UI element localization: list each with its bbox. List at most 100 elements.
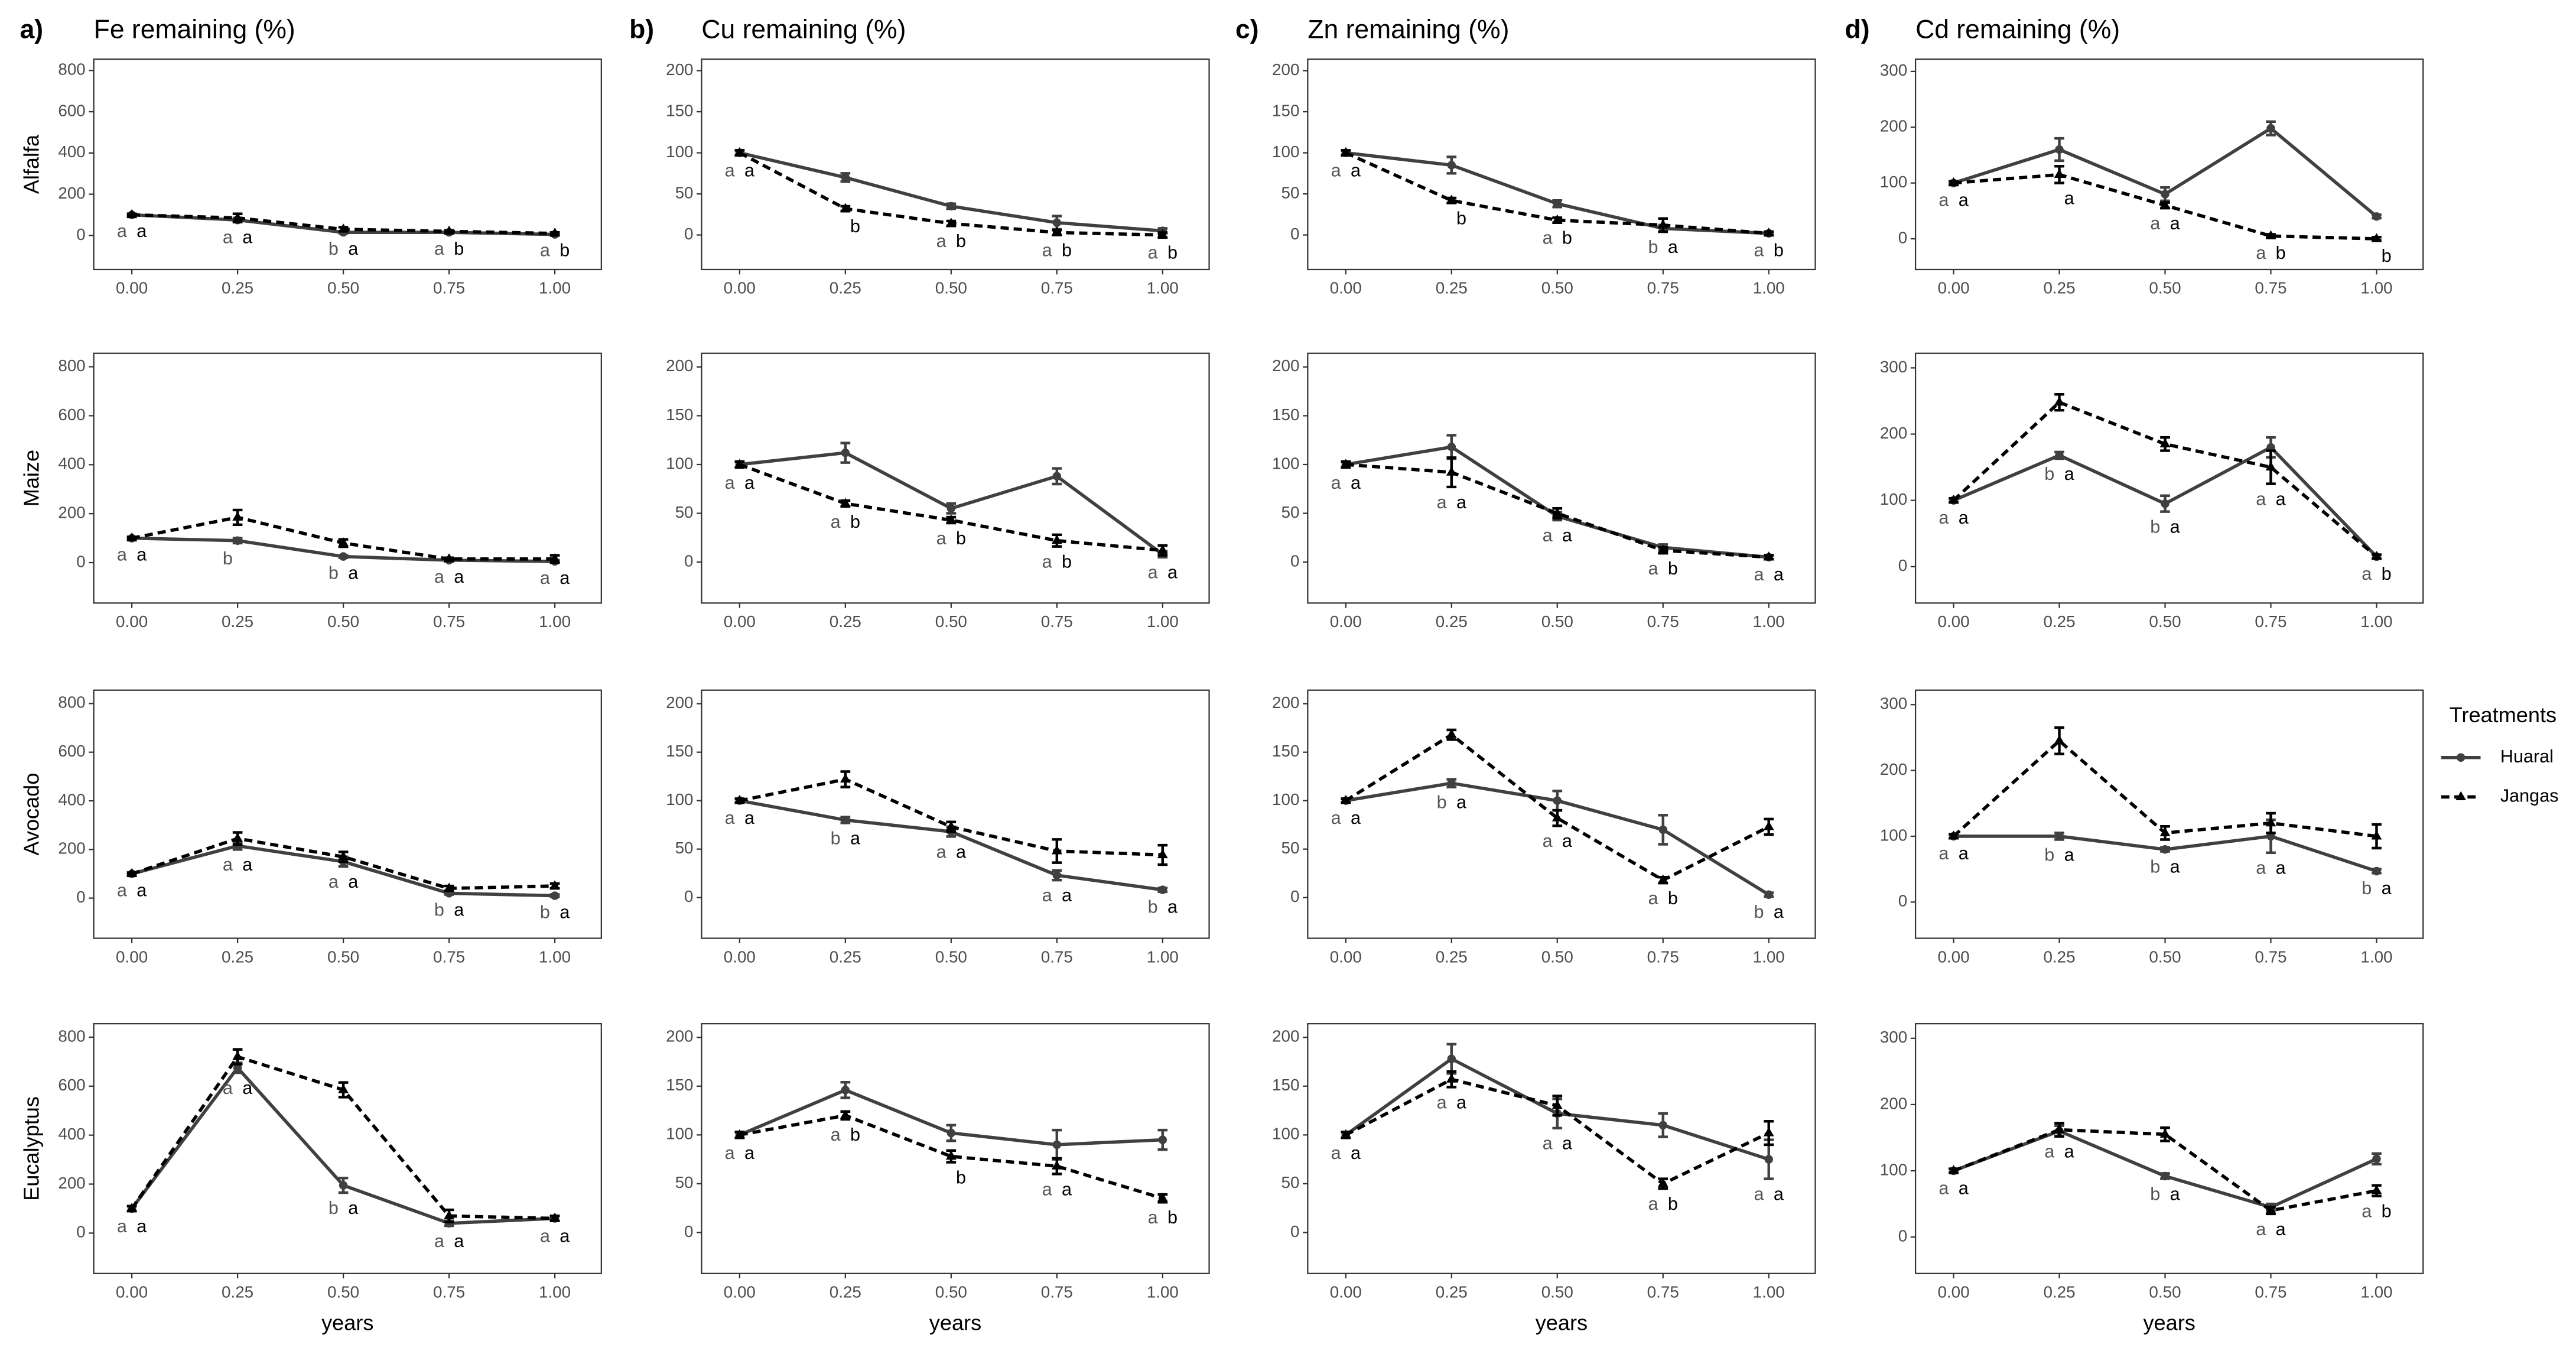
significance-letter: b — [2276, 243, 2286, 263]
point — [2054, 396, 2065, 406]
y-tick-label: 200 — [666, 1027, 693, 1045]
x-tick-label: 0.75 — [1647, 947, 1679, 966]
significance-letter: a — [1959, 843, 1969, 863]
point — [841, 816, 850, 824]
point — [945, 514, 957, 524]
y-tick-label: 800 — [58, 1027, 85, 1045]
plot-frame — [1914, 1023, 2424, 1274]
point — [1658, 1121, 1667, 1130]
point — [444, 1210, 454, 1219]
y-tick-label: 0 — [684, 1222, 693, 1241]
y-tick-label: 0 — [684, 225, 693, 243]
x-tick-label: 0.00 — [724, 612, 756, 631]
significance-letter: b — [1062, 240, 1072, 260]
series-line — [1345, 463, 1769, 559]
point — [2054, 168, 2065, 178]
significance-letter: a — [1331, 808, 1341, 828]
significance-letter: a — [1938, 843, 1949, 863]
x-tick-label: 0.75 — [2255, 947, 2286, 966]
y-tick-label: 150 — [1272, 742, 1299, 760]
point — [841, 448, 850, 457]
significance-letter: b — [328, 239, 339, 259]
significance-letter: a — [725, 473, 735, 493]
point — [1446, 466, 1457, 476]
significance-letter: a — [117, 545, 127, 565]
point — [549, 1212, 560, 1222]
x-tick-label: 0.25 — [2043, 1282, 2075, 1301]
x-axis-label: years — [1536, 1311, 1588, 1335]
significance-letter: a — [117, 880, 127, 900]
significance-letter: a — [744, 161, 754, 181]
significance-letter: a — [2064, 189, 2074, 209]
point — [734, 1129, 745, 1138]
plot-frame — [1307, 352, 1816, 604]
significance-letter: b — [2382, 246, 2392, 266]
significance-letter: a — [1456, 1092, 1466, 1112]
x-tick-label: 0.75 — [1041, 947, 1073, 966]
x-tick-label: 0.50 — [327, 947, 359, 966]
significance-letter: a — [1351, 1143, 1361, 1163]
y-tick-label: 400 — [58, 790, 85, 808]
significance-letter: a — [1456, 793, 1466, 813]
y-tick-label: 600 — [58, 742, 85, 760]
significance-letter: a — [1562, 831, 1572, 851]
plot-frame — [1914, 58, 2424, 271]
point — [840, 498, 851, 507]
x-tick-label: 0.00 — [724, 947, 756, 966]
point — [2371, 551, 2382, 560]
y-tick-label: 100 — [1880, 826, 1907, 844]
point — [2161, 499, 2170, 508]
point — [1446, 1073, 1457, 1083]
point — [126, 532, 138, 542]
significance-letter: b — [1668, 559, 1678, 579]
x-tick-label: 0.25 — [2043, 279, 2075, 297]
plot-frame — [1914, 689, 2424, 939]
y-tick-label: 100 — [666, 790, 693, 808]
significance-letter: a — [1062, 885, 1072, 905]
significance-letter: a — [117, 1216, 127, 1236]
point — [2161, 190, 2170, 199]
point — [549, 553, 560, 563]
significance-letter: a — [2064, 845, 2074, 865]
y-tick-label: 0 — [684, 551, 693, 570]
row-label: Eucalyptus — [19, 1096, 43, 1201]
point — [1157, 229, 1168, 239]
significance-letter: a — [1754, 240, 1764, 260]
x-tick-label: 1.00 — [539, 1282, 571, 1301]
significance-letter: b — [956, 231, 966, 251]
x-tick-label: 0.00 — [724, 279, 756, 297]
point — [947, 1128, 956, 1138]
point — [945, 1150, 957, 1160]
y-tick-label: 0 — [1290, 225, 1299, 243]
x-tick-label: 1.00 — [539, 947, 571, 966]
y-tick-label: 200 — [1272, 356, 1299, 375]
significance-letter: a — [936, 842, 947, 862]
point — [338, 537, 349, 547]
point — [1764, 1155, 1773, 1164]
significance-letter: a — [1959, 190, 1969, 210]
significance-letter: a — [1959, 508, 1969, 528]
point — [1052, 218, 1062, 227]
point — [734, 794, 745, 804]
point — [1763, 551, 1774, 561]
y-tick-label: 200 — [666, 60, 693, 79]
significance-letter: b — [1167, 243, 1178, 263]
x-tick-label: 0.50 — [1541, 612, 1573, 631]
significance-letter: a — [2256, 858, 2266, 878]
significance-letter: b — [328, 1198, 339, 1218]
point — [2159, 199, 2171, 209]
x-tick-label: 0.25 — [1436, 612, 1468, 631]
x-tick-label: 0.25 — [1436, 947, 1468, 966]
y-tick-label: 100 — [1272, 1125, 1299, 1143]
x-tick-label: 1.00 — [1147, 279, 1179, 297]
significance-letter: a — [328, 872, 339, 892]
x-tick-label: 0.75 — [2255, 279, 2286, 297]
significance-letter: a — [2382, 878, 2392, 898]
point — [2159, 827, 2171, 836]
point — [232, 212, 243, 222]
legend-label: Jangas — [2500, 786, 2559, 806]
point — [126, 1203, 138, 1212]
significance-letter: a — [725, 808, 735, 828]
point — [2159, 1128, 2171, 1138]
point — [1657, 219, 1668, 229]
